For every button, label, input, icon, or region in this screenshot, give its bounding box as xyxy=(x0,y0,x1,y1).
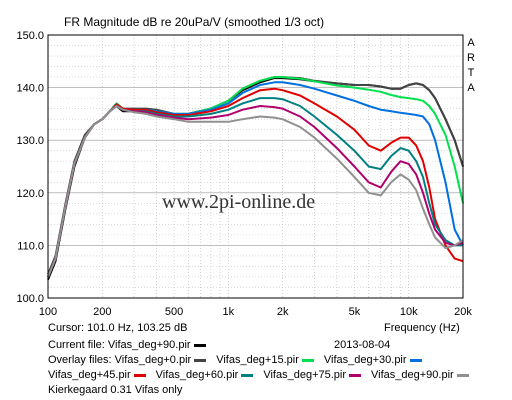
y-tick-label: 140.0 xyxy=(16,83,44,95)
overlay-item: Vifas_deg+0.pir xyxy=(115,354,217,366)
overlay-label: Overlay files: xyxy=(48,354,112,366)
overlay-item: Vifas_deg+90.pir xyxy=(371,369,479,381)
x-tick-label: 1k xyxy=(223,306,235,318)
brand-letter: A xyxy=(467,82,475,94)
series-group xyxy=(47,76,464,280)
y-tick-label: 120.0 xyxy=(16,188,44,200)
x-tick-label: 10k xyxy=(400,306,418,318)
chart-title: FR Magnitude dB re 20uPa/V (smoothed 1/3… xyxy=(64,15,325,29)
overlay-item: Vifas_deg+45.pir xyxy=(48,369,156,381)
overlay-row-1: Overlay files: Vifas_deg+0.pir Vifas_deg+… xyxy=(48,354,432,366)
date-label: 2013-08-04 xyxy=(334,339,391,351)
overlay-item: Vifas_deg+75.pir xyxy=(263,369,371,381)
watermark-text: www.2pi-online.de xyxy=(162,191,315,213)
brand-letter: T xyxy=(467,67,475,79)
x-tick-label: 20k xyxy=(454,306,472,318)
x-tick-label: 5k xyxy=(349,306,361,318)
series-line-8 xyxy=(47,105,464,278)
cursor-readout: Cursor: 101.0 Hz, 103.25 dB xyxy=(48,322,188,334)
y-tick-label: 110.0 xyxy=(17,240,44,252)
x-tick-label: 2k xyxy=(277,306,289,318)
brand-letter: A xyxy=(467,37,475,49)
grid-lines xyxy=(47,34,464,299)
note-text: Kierkegaard 0.31 Vifas only xyxy=(48,384,183,396)
x-tick-label: 500 xyxy=(165,306,183,318)
overlay-item: Vifas_deg+60.pir xyxy=(156,369,264,381)
plot-frame xyxy=(47,34,464,299)
current-file-swatch xyxy=(193,343,206,347)
x-tick-label: 100 xyxy=(39,306,57,318)
current-file-label: Current file: Vifas_deg+90.pir xyxy=(48,339,191,351)
x-axis-label: Frequency (Hz) xyxy=(384,322,460,334)
overlay-item: Vifas_deg+30.pir xyxy=(324,354,432,366)
plot-area xyxy=(48,35,463,298)
overlay-item: Vifas_deg+15.pir xyxy=(216,354,324,366)
overlay-row-2: Vifas_deg+45.pir Vifas_deg+60.pir Vifas_de… xyxy=(48,369,479,381)
y-tick-label: 130.0 xyxy=(16,135,44,147)
x-tick-label: 200 xyxy=(93,306,111,318)
y-tick-label: 150.0 xyxy=(16,30,44,42)
y-tick-label: 100.0 xyxy=(16,293,44,305)
current-file: Current file: Vifas_deg+90.pir xyxy=(48,339,216,351)
brand-letter: R xyxy=(467,52,475,64)
